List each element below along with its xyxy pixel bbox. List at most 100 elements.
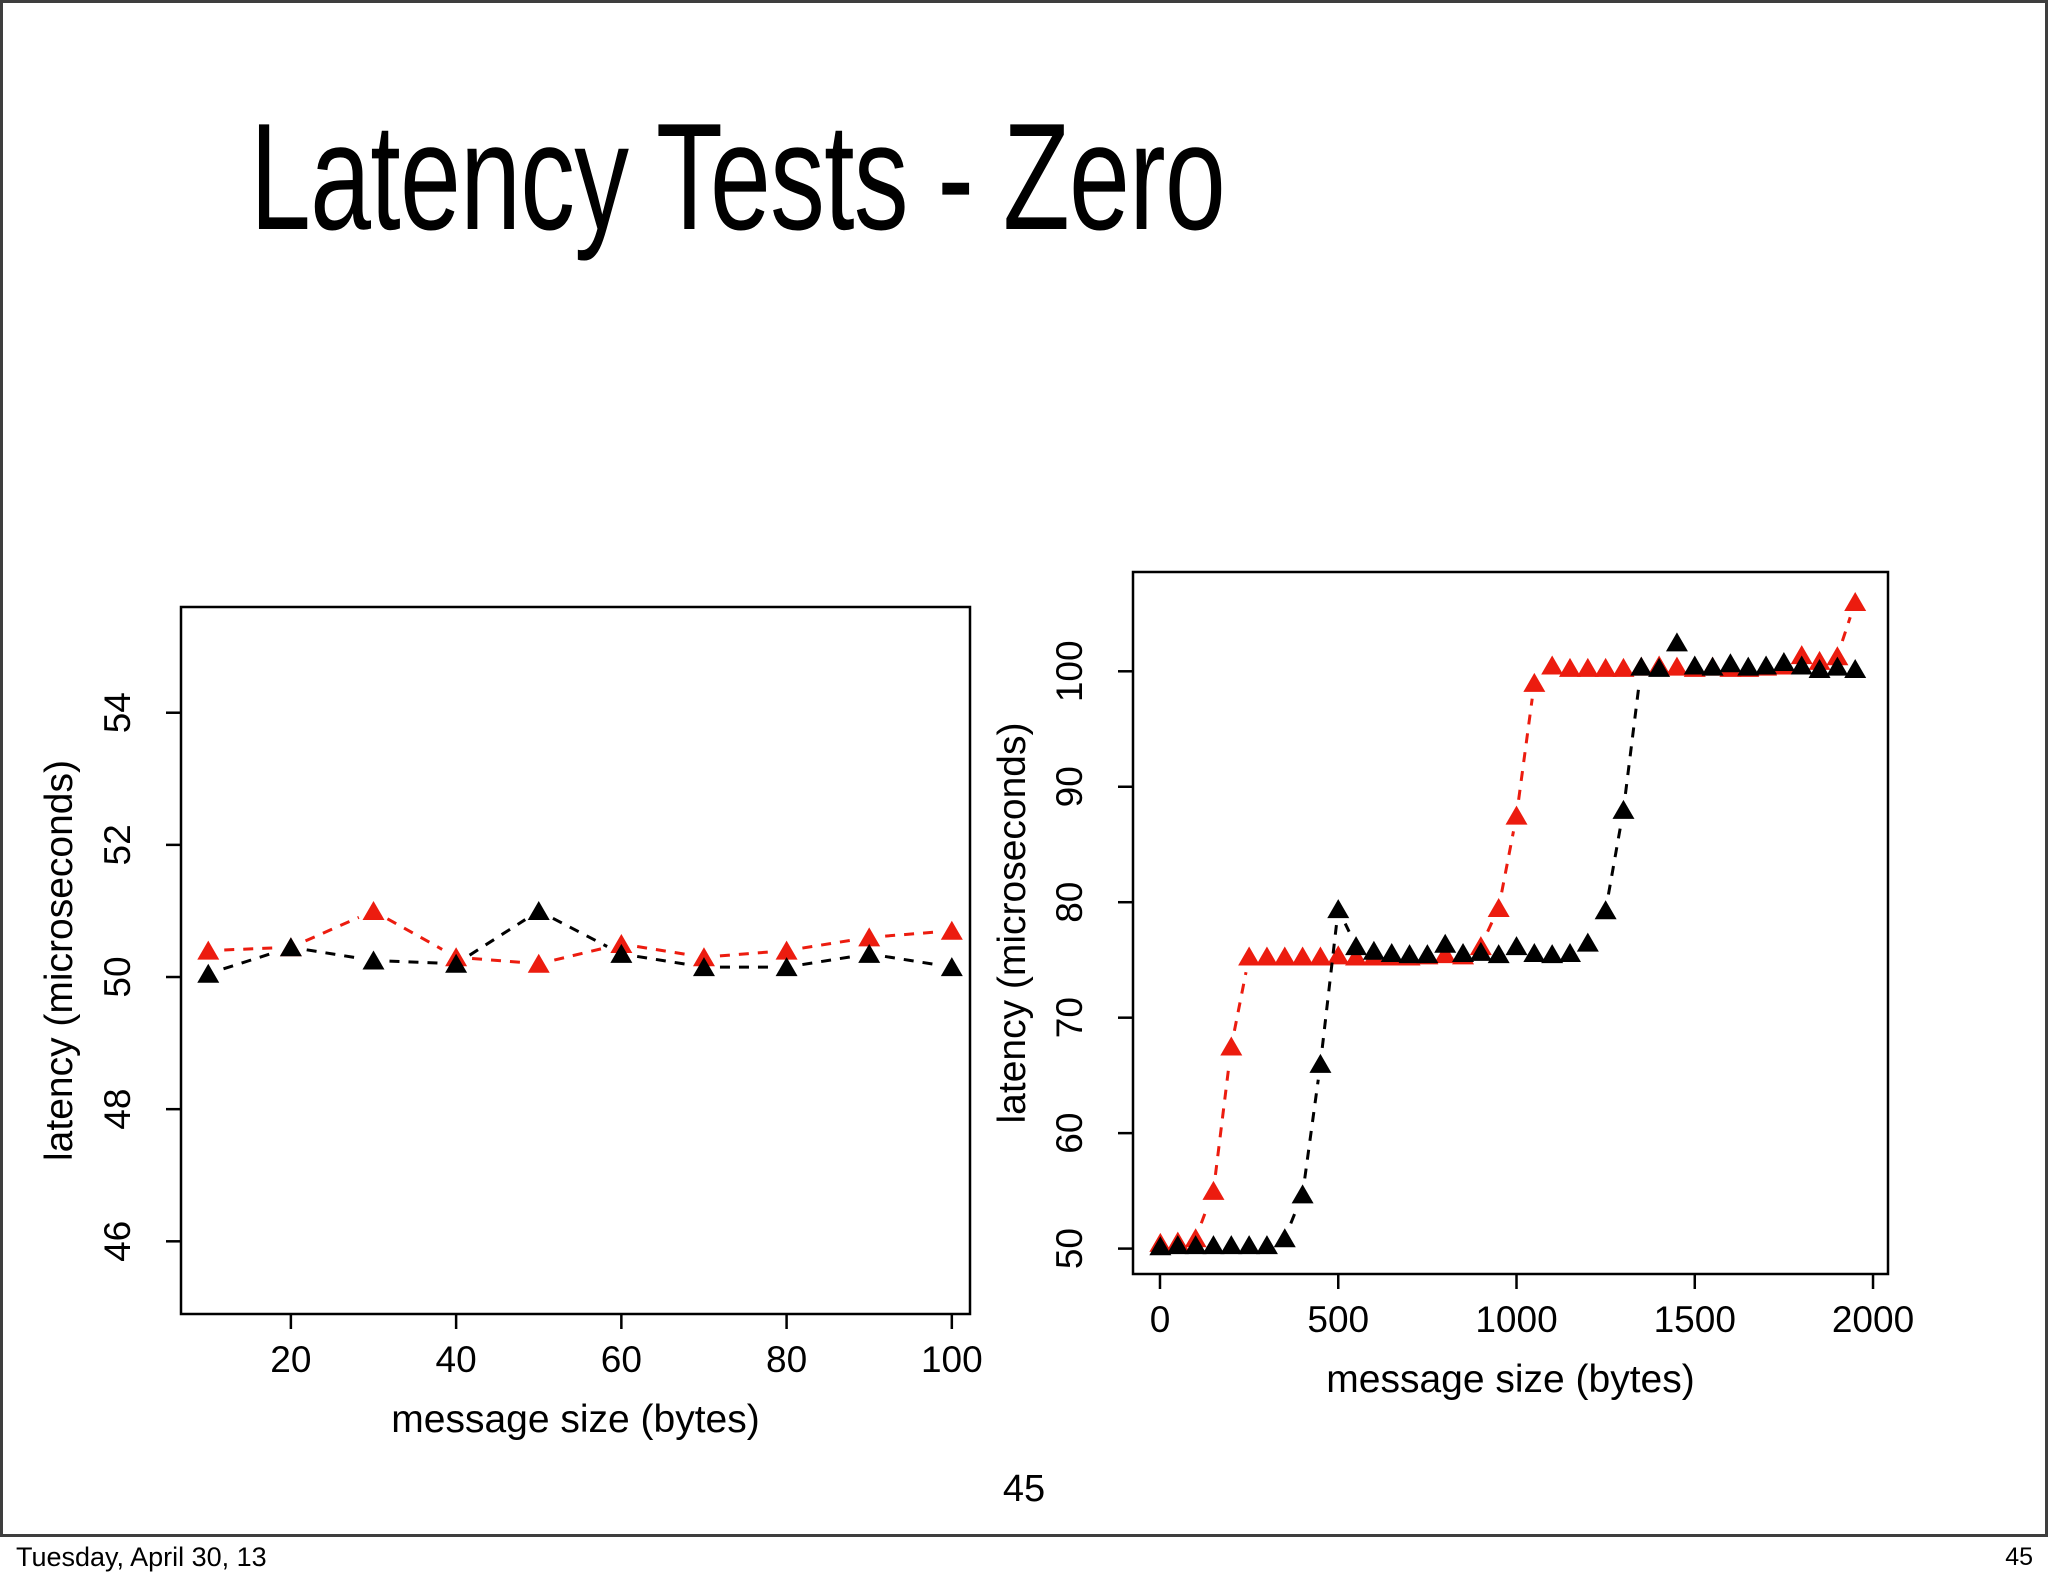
triangle-marker (1220, 1036, 1243, 1056)
triangle-marker (1665, 632, 1688, 652)
triangle-marker (1772, 652, 1795, 672)
plot-box (1131, 570, 1890, 1276)
series-segment (553, 946, 607, 962)
y-tick-label: 52 (97, 824, 138, 865)
triangle-marker (1701, 656, 1724, 676)
footer-page-number: 45 (2005, 1543, 2033, 1571)
triangle-marker (1487, 897, 1510, 917)
triangle-marker (1327, 945, 1350, 965)
triangle-marker (1255, 946, 1278, 966)
triangle-marker (1291, 1184, 1314, 1204)
series-segment (1500, 831, 1515, 893)
triangle-marker (1826, 656, 1849, 676)
triangle-marker (1434, 944, 1457, 964)
x-tick-label: 60 (601, 1339, 642, 1380)
triangle-marker (1345, 946, 1368, 966)
series-segment (1517, 698, 1534, 800)
triangle-marker (527, 953, 550, 973)
y-tick-label: 48 (97, 1089, 138, 1130)
triangle-marker (1398, 944, 1421, 964)
triangle-marker (1844, 592, 1867, 612)
x-axis: 20 40 60 80 100 message size (bytes) (270, 1314, 983, 1441)
triangle-marker (1844, 658, 1867, 678)
triangle-marker (1648, 657, 1671, 677)
triangle-marker (1665, 656, 1688, 676)
latency-small-messages-chart: 20 40 60 80 100 message size (bytes) 46 48 50 52 5… (20, 555, 1020, 1485)
triangle-marker (1630, 656, 1653, 676)
x-axis: 0 500 1000 1500 2000 message size (bytes) (1150, 1274, 1914, 1401)
series-segment (304, 916, 360, 943)
series-segment (1606, 825, 1623, 895)
x-tick-label: 1500 (1654, 1299, 1736, 1340)
x-tick-label: 0 (1150, 1299, 1171, 1340)
triangle-marker (445, 953, 468, 973)
series-segment (223, 950, 277, 971)
triangle-marker (527, 900, 550, 920)
triangle-marker (1487, 944, 1510, 964)
y-tick-label: 60 (1049, 1113, 1090, 1154)
triangle-marker (197, 940, 220, 960)
x-tick-label: 80 (766, 1339, 807, 1380)
x-tick-label: 20 (270, 1339, 311, 1380)
triangle-marker (1790, 655, 1813, 675)
series-segment (802, 938, 854, 950)
triangle-marker (1612, 657, 1635, 677)
triangle-marker (1452, 943, 1475, 963)
series-segment (1486, 921, 1494, 933)
series-segment (1623, 682, 1641, 795)
series-segment (885, 930, 936, 938)
triangle-marker (775, 940, 798, 960)
triangle-marker (1238, 1235, 1261, 1255)
triangle-marker (858, 943, 881, 963)
triangle-marker (940, 957, 963, 977)
series-segment (719, 950, 771, 958)
triangle-marker (1345, 936, 1368, 956)
series-segment (389, 959, 441, 965)
triangle-marker (1291, 946, 1314, 966)
series-black (197, 900, 963, 983)
triangle-marker (1594, 900, 1617, 920)
triangle-marker (1737, 656, 1760, 676)
triangle-marker (1327, 899, 1350, 919)
slide-title: Latency Tests - Zero (250, 92, 1226, 262)
triangle-marker (1523, 672, 1546, 692)
y-tick-label: 90 (1049, 766, 1090, 807)
triangle-marker (1202, 1235, 1225, 1255)
series-segment (552, 916, 608, 948)
triangle-marker (940, 920, 963, 940)
triangle-marker (1808, 658, 1831, 678)
x-tick-label: 1000 (1475, 1299, 1557, 1340)
y-tick-label: 50 (1049, 1228, 1090, 1269)
series-segment (1289, 1208, 1298, 1224)
triangle-marker (1755, 655, 1778, 675)
triangle-marker (1594, 657, 1617, 677)
triangle-marker (1683, 655, 1706, 675)
series-segment (1213, 1062, 1231, 1176)
triangle-marker (1558, 657, 1581, 677)
latency-large-messages-chart: 0 500 1000 1500 2000 message size (bytes) 50 60… (960, 520, 2048, 1450)
triangle-marker (610, 933, 633, 953)
y-tick-label: 70 (1049, 997, 1090, 1038)
triangle-marker (1238, 946, 1261, 966)
series-segment (884, 954, 937, 967)
triangle-marker (1273, 1228, 1296, 1248)
triangle-marker (1576, 932, 1599, 952)
series-red (197, 900, 963, 973)
triangle-marker (1541, 655, 1564, 675)
x-axis-label: message size (bytes) (1326, 1358, 1694, 1401)
triangle-marker (1416, 944, 1439, 964)
y-axis: 46 48 50 52 54 latency (microseconds) (38, 692, 181, 1262)
series-segment (224, 946, 275, 952)
triangle-marker (692, 947, 715, 967)
y-tick-label: 54 (97, 692, 138, 733)
triangle-marker (1558, 943, 1581, 963)
triangle-marker (1184, 1235, 1207, 1255)
triangle-marker (1166, 1235, 1189, 1255)
y-tick-label: 80 (1049, 882, 1090, 923)
y-axis-label: latency (microseconds) (991, 723, 1034, 1124)
x-tick-label: 100 (921, 1339, 983, 1380)
triangle-marker (197, 963, 220, 983)
y-axis-label: latency (microseconds) (38, 760, 81, 1161)
triangle-marker (1273, 946, 1296, 966)
triangle-marker (1826, 646, 1849, 666)
